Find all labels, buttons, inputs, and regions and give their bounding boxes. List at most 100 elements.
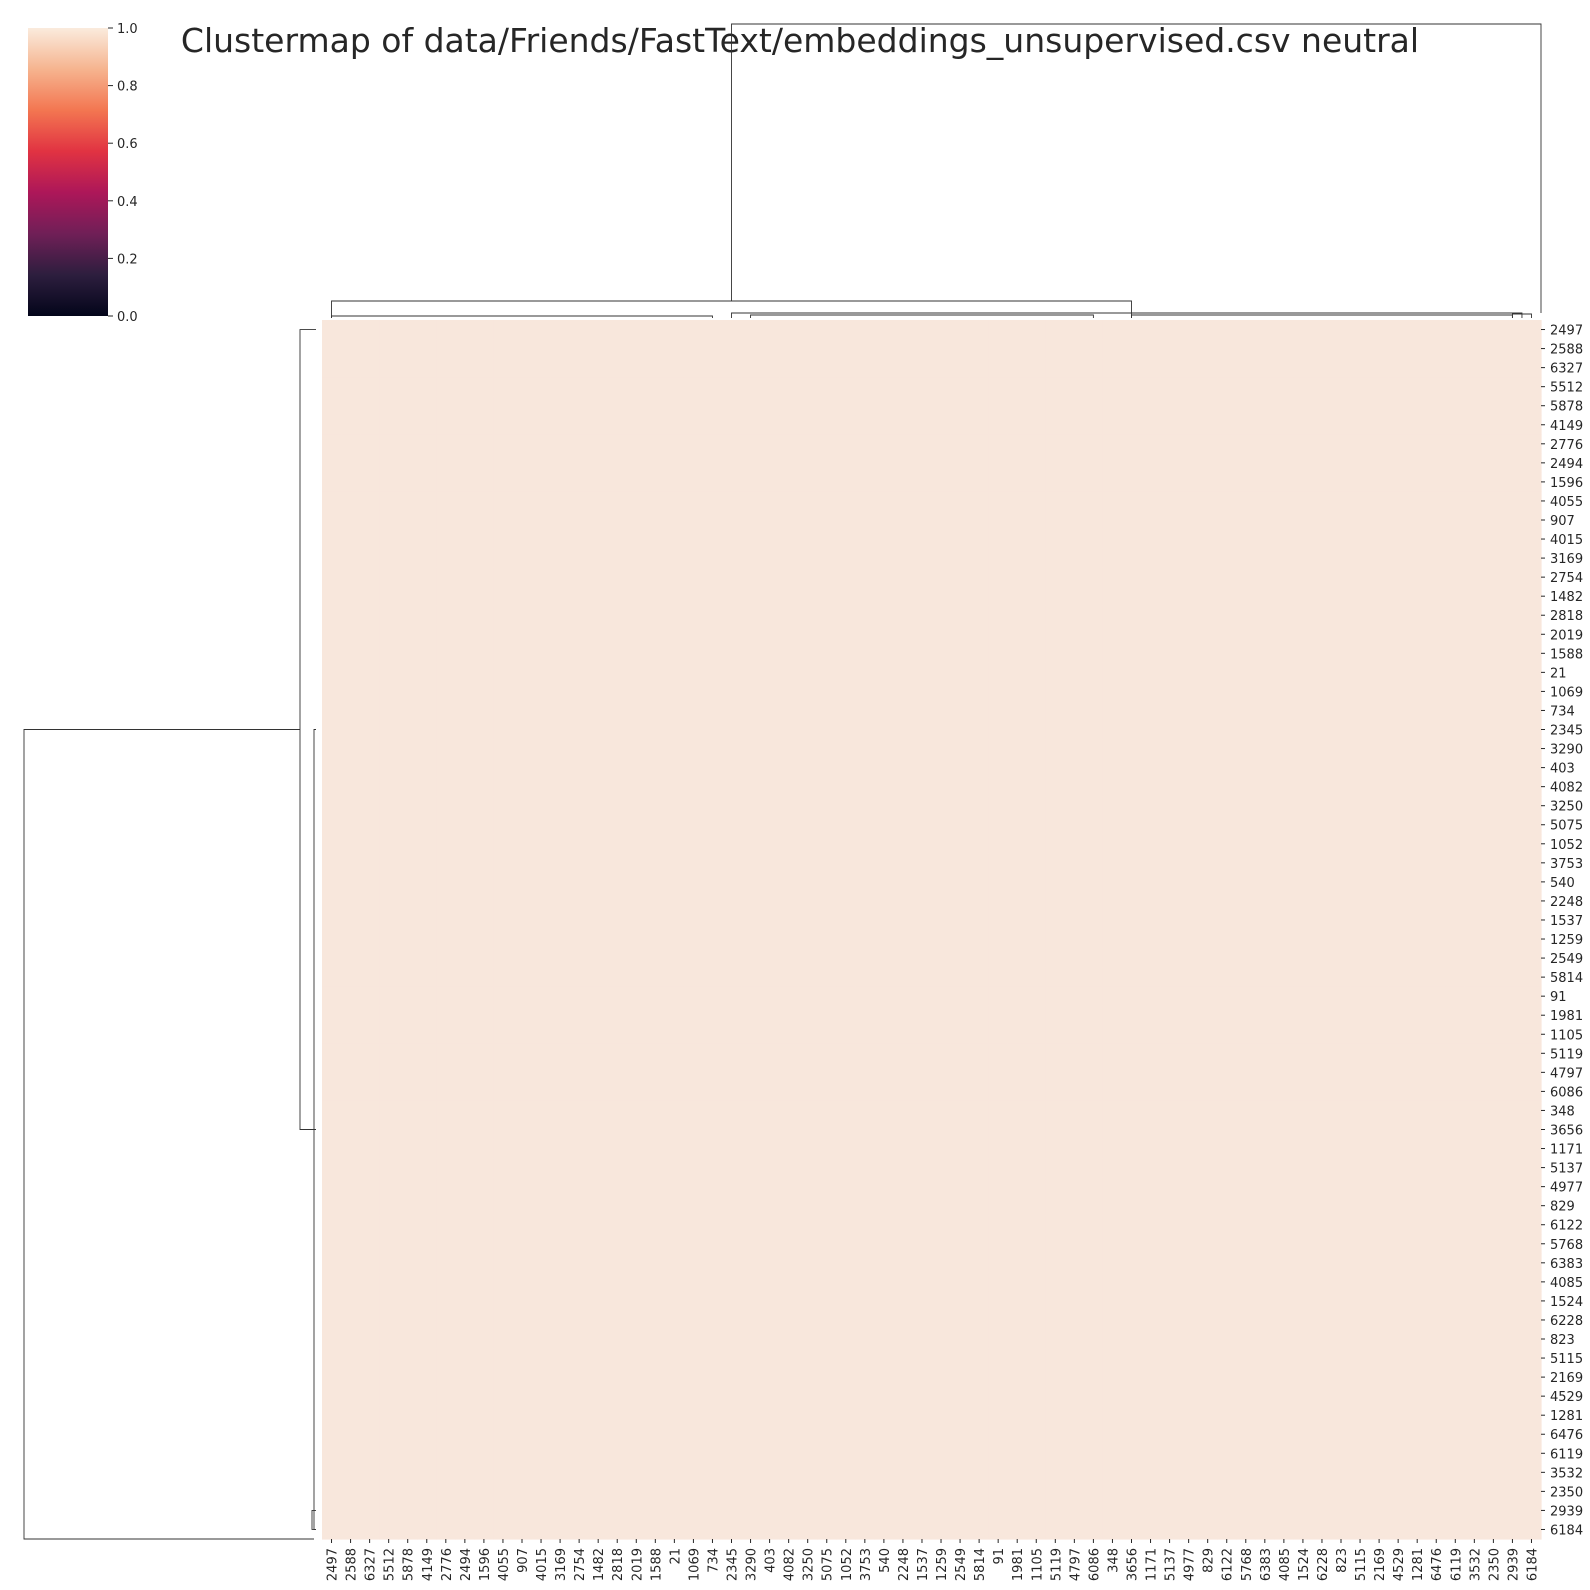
heatmap-cell (607, 700, 628, 721)
heatmap-cell (1179, 1043, 1199, 1064)
heatmap-cell (588, 891, 609, 912)
heatmap-cell (1255, 472, 1275, 493)
heatmap-cell (607, 472, 628, 493)
heatmap-cell (626, 453, 647, 473)
heatmap-cell (1121, 1024, 1142, 1045)
heatmap-cell (322, 1348, 342, 1369)
heatmap-cell (1179, 1100, 1199, 1121)
heatmap-cell (493, 1081, 514, 1102)
heatmap-cell (474, 510, 495, 531)
heatmap-cell (626, 986, 647, 1007)
heatmap-cell (988, 643, 1009, 664)
heatmap-cell (1179, 1500, 1199, 1521)
heatmap-cell (741, 510, 761, 531)
heatmap-cell (1007, 434, 1028, 454)
heatmap-cell (1064, 624, 1085, 645)
heatmap-cell (550, 1462, 571, 1483)
heatmap-cell (455, 1253, 475, 1273)
heatmap-cell (950, 548, 971, 569)
heatmap-cell (1045, 1367, 1066, 1388)
heatmap-cell (1179, 320, 1199, 340)
heatmap-cell (912, 1310, 933, 1331)
heatmap-cell (1007, 624, 1028, 645)
heatmap-cell (931, 777, 952, 797)
heatmap-cell (950, 1100, 971, 1121)
heatmap-cell (1483, 1139, 1504, 1159)
heatmap-cell (398, 1196, 418, 1216)
heatmap-cell (1293, 472, 1314, 493)
column-tick-label: 2776 (440, 1548, 455, 1581)
heatmap-cell (950, 1177, 971, 1197)
heatmap-cell (798, 758, 818, 778)
heatmap-cell (322, 1500, 342, 1521)
heatmap-cell (1121, 910, 1142, 931)
heatmap-cell (912, 681, 933, 702)
heatmap-cell (1045, 1386, 1066, 1407)
heatmap-cell (760, 815, 780, 835)
heatmap-cell (626, 853, 647, 873)
heatmap-cell (550, 605, 571, 626)
heatmap-cell (931, 472, 952, 493)
heatmap-cell (817, 1386, 837, 1407)
heatmap-cell (1521, 1139, 1542, 1159)
heatmap-cell (1121, 1405, 1142, 1426)
heatmap-cell (360, 872, 380, 893)
heatmap-cell (1274, 1234, 1294, 1254)
heatmap-cell (1255, 1519, 1275, 1540)
heatmap-cell (1388, 739, 1409, 759)
heatmap-cell (1483, 605, 1504, 626)
heatmap-cell (855, 891, 875, 912)
heatmap-cell (493, 662, 514, 683)
heatmap-cell (607, 796, 628, 816)
heatmap-cell (1064, 1234, 1085, 1254)
heatmap-cell (322, 320, 342, 340)
heatmap-cell (950, 1519, 971, 1540)
heatmap-cell (912, 472, 933, 493)
heatmap-cell (455, 1234, 475, 1254)
heatmap-cell (645, 434, 666, 454)
heatmap-cell (721, 1272, 742, 1292)
heatmap-cell (988, 1253, 1009, 1273)
heatmap-cell (1217, 1234, 1237, 1254)
heatmap-cell (1483, 1062, 1504, 1083)
heatmap-cell (702, 1177, 723, 1197)
heatmap-cell (1293, 1177, 1314, 1197)
heatmap-cell (360, 1367, 380, 1388)
heatmap-cell (1502, 548, 1523, 569)
heatmap-cell (721, 320, 742, 340)
heatmap-cell (1179, 1519, 1199, 1540)
heatmap-cell (1255, 548, 1275, 569)
heatmap-cell (588, 1177, 609, 1197)
heatmap-cell (741, 1519, 761, 1540)
heatmap-cell (341, 758, 361, 778)
heatmap-cell (607, 1462, 628, 1483)
heatmap-cell (1331, 1462, 1352, 1483)
column-tick-label: 5512 (383, 1548, 398, 1581)
heatmap-cell (702, 1443, 723, 1464)
heatmap-cell (1483, 1119, 1504, 1140)
heatmap-cell (474, 872, 495, 893)
heatmap-cell (1407, 605, 1428, 626)
heatmap-cell (817, 1329, 837, 1350)
heatmap-cell (569, 853, 590, 873)
heatmap-cell (588, 1081, 609, 1102)
heatmap-cell (1521, 1215, 1542, 1235)
heatmap-cell (1121, 472, 1142, 493)
heatmap-cell (702, 567, 723, 588)
heatmap-cell (436, 567, 456, 588)
heatmap-cell (1121, 1443, 1142, 1464)
heatmap-cell (874, 662, 895, 683)
heatmap-cell (398, 986, 418, 1007)
heatmap-cell (436, 1386, 456, 1407)
heatmap-cell (817, 1158, 837, 1178)
heatmap-cell (1293, 1405, 1314, 1426)
heatmap-cell (721, 1481, 742, 1502)
heatmap-cell (1141, 662, 1161, 683)
heatmap-cell (1331, 1100, 1352, 1121)
heatmap-cell (512, 891, 533, 912)
heatmap-cell (1045, 586, 1066, 607)
heatmap-cell (1502, 605, 1523, 626)
heatmap-cell (1160, 758, 1180, 778)
row-tick-label: 4529 (1550, 1390, 1583, 1405)
heatmap-cell (493, 1500, 514, 1521)
